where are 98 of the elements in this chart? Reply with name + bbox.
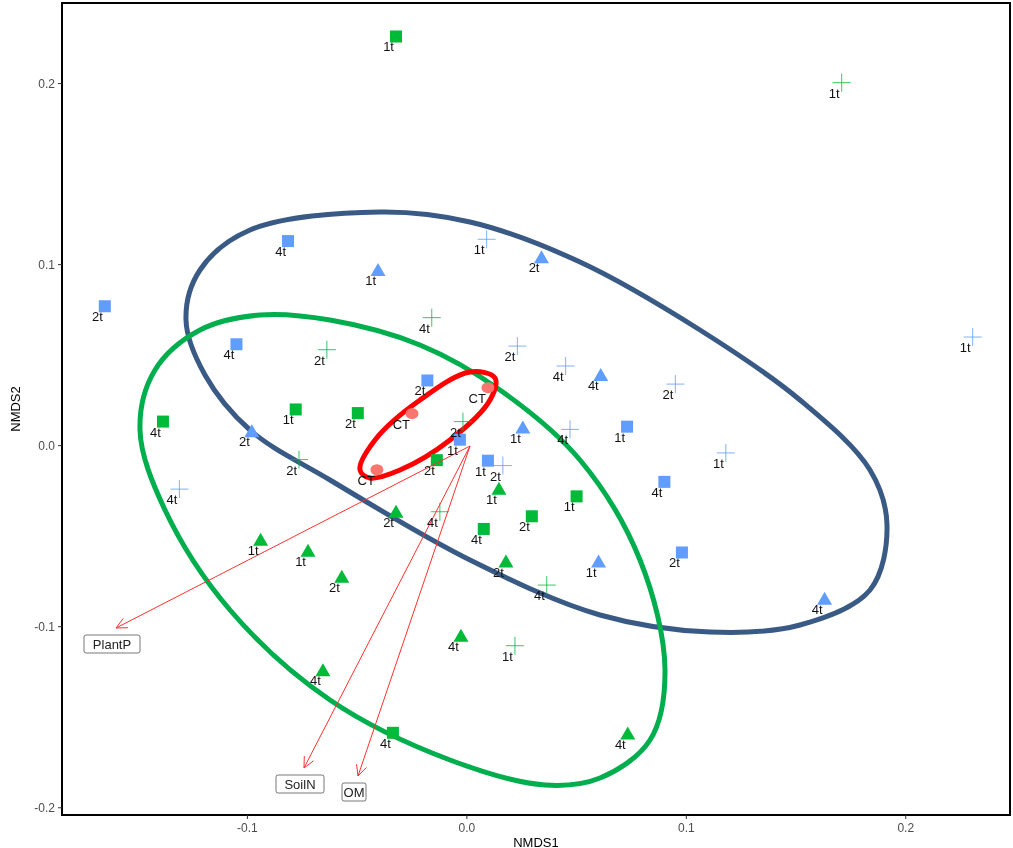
- annotation: SoilN: [284, 777, 316, 792]
- annotation: 2t: [669, 555, 681, 571]
- annotation: 2t: [490, 468, 502, 484]
- annotation: 4t: [811, 601, 823, 617]
- annotation: 4t: [614, 736, 627, 752]
- annotation: CT: [392, 416, 411, 432]
- point: [533, 250, 549, 264]
- annotation: 1t: [295, 553, 307, 569]
- annotation: 2t: [91, 309, 104, 325]
- annotation: 4t: [448, 638, 460, 654]
- annotation: 4t: [470, 531, 483, 547]
- point: [620, 726, 636, 740]
- x-tick-label: -0.1: [237, 821, 259, 835]
- point: [675, 546, 688, 559]
- annotation: 1t: [475, 463, 487, 479]
- annotation: 2t: [383, 514, 395, 530]
- point: [289, 403, 302, 416]
- point: [370, 464, 384, 476]
- annotation: 2t: [662, 387, 674, 403]
- point: [481, 454, 494, 467]
- x-tick-label: 0.0: [458, 821, 476, 835]
- x-tick-label: 0.1: [677, 821, 695, 835]
- annotation: 1t: [486, 491, 498, 507]
- x-tick-label: 0.2: [897, 821, 915, 835]
- point: [405, 408, 419, 420]
- annotation: 4t: [275, 244, 287, 260]
- point: [389, 30, 402, 43]
- annotation: 4t: [552, 369, 565, 384]
- annotation: 1t: [509, 430, 522, 446]
- y-tick-label: 0.2: [38, 76, 56, 91]
- annotation: 2t: [414, 383, 426, 399]
- point: [570, 490, 583, 503]
- point: [334, 569, 350, 583]
- x-axis-title: NMDS1: [513, 835, 559, 848]
- annotation: 2t: [518, 519, 531, 535]
- point: [156, 415, 169, 428]
- annotation: PlantP: [92, 637, 132, 652]
- point: [351, 407, 364, 420]
- y-tick-label: -0.2: [34, 800, 56, 815]
- annotation: 1t: [447, 442, 459, 458]
- annotation: 4t: [651, 484, 663, 500]
- annotation: 1t: [383, 39, 395, 55]
- annotation: 2t: [286, 462, 298, 478]
- point: [498, 554, 514, 568]
- point: [453, 628, 469, 642]
- annotation: 4t: [418, 320, 431, 336]
- annotation: 4t: [166, 492, 178, 508]
- annotation: 4t: [310, 673, 322, 689]
- y-tick-label: -0.1: [34, 619, 56, 634]
- point: [388, 504, 404, 518]
- point: [481, 382, 495, 394]
- annotation: 1t: [473, 242, 486, 258]
- y-tick-label: 0.0: [38, 438, 56, 453]
- annotation: CT: [468, 390, 486, 406]
- point: [421, 374, 434, 387]
- annotation: 2t: [238, 434, 251, 450]
- annotation: 1t: [563, 499, 575, 515]
- annotation: 2t: [314, 352, 326, 368]
- annotation: 2t: [450, 424, 462, 440]
- point: [244, 424, 260, 438]
- annotation: 1t: [712, 455, 725, 471]
- annotation: 2t: [423, 463, 436, 479]
- annotation: 1t: [959, 340, 972, 356]
- point: [300, 543, 316, 557]
- annotation: 1t: [502, 648, 514, 664]
- annotation: 4t: [427, 514, 439, 530]
- point: [386, 726, 399, 739]
- y-tick-label: 0.1: [38, 257, 56, 272]
- point: [230, 338, 243, 351]
- point: [593, 368, 609, 382]
- annotation: 1t: [365, 273, 377, 289]
- point: [591, 554, 607, 568]
- annotation: 2t: [328, 579, 341, 595]
- annotation: 4t: [223, 347, 235, 363]
- point: [658, 475, 671, 488]
- point: [477, 522, 490, 535]
- point: [315, 663, 331, 677]
- point: [98, 300, 111, 313]
- point: [525, 510, 538, 523]
- annotation: 4t: [587, 378, 600, 394]
- y-axis-title: NMDS2: [8, 386, 23, 432]
- point: [621, 420, 634, 433]
- annotation: 1t: [247, 542, 259, 558]
- annotation: 4t: [380, 735, 392, 751]
- annotation: 4t: [150, 424, 162, 440]
- point: [491, 481, 507, 495]
- point: [253, 532, 269, 546]
- annotation: 2t: [504, 349, 516, 365]
- annotation: 1t: [585, 564, 597, 580]
- annotation: 2t: [344, 416, 357, 432]
- point: [282, 235, 295, 248]
- annotation: 1t: [828, 85, 841, 101]
- point: [515, 420, 531, 434]
- point: [370, 263, 386, 277]
- annotation: 1t: [282, 412, 295, 428]
- annotation: 1t: [614, 429, 626, 445]
- annotation: 2t: [528, 260, 540, 276]
- point: [817, 591, 833, 605]
